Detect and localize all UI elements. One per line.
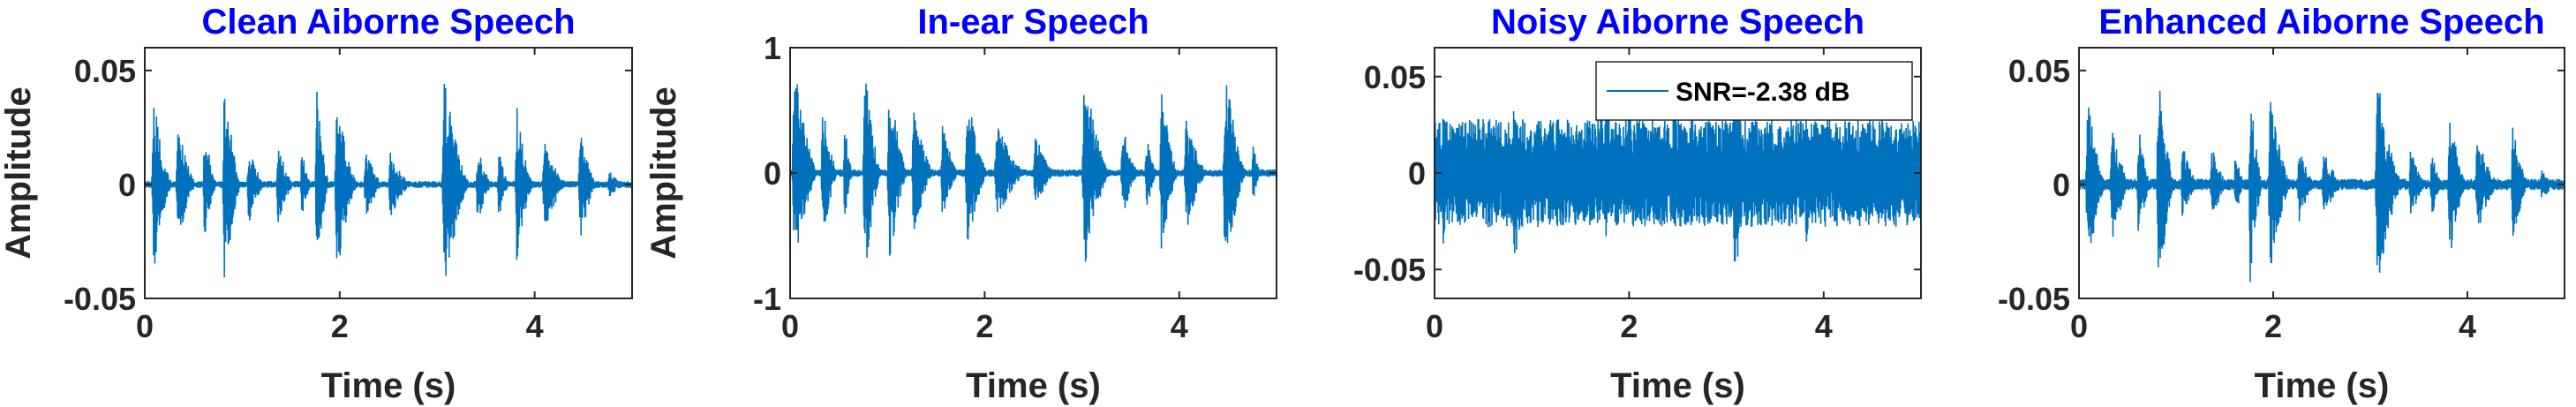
x-tick-label: 2 (975, 308, 993, 344)
axes-box (2078, 47, 2565, 299)
waveform-series (790, 83, 1277, 262)
y-tick-label: 0.05 (1364, 59, 1426, 95)
x-tick-label: 2 (1620, 308, 1638, 344)
x-tick-label: 2 (331, 308, 349, 344)
waveform-series (145, 83, 632, 278)
x-tick-label: 4 (526, 308, 544, 344)
y-tick-label: 0 (2053, 167, 2070, 203)
waveform-series (1435, 93, 1921, 262)
y-tick-label: 0 (118, 167, 136, 203)
subplot-title: Clean Aiborne Speech (201, 3, 575, 41)
x-tick-label: 0 (781, 308, 799, 344)
x-tick-label: 4 (2459, 308, 2476, 344)
y-tick-label: 0 (1408, 155, 1426, 192)
axes-box (144, 47, 633, 299)
y-tick-label: -0.05 (64, 281, 136, 317)
x-axis-label: Time (s) (966, 366, 1101, 405)
y-tick-label: -1 (753, 281, 781, 317)
x-tick-label: 0 (1426, 308, 1443, 344)
subplot-title: Enhanced Aiborne Speech (2098, 3, 2544, 41)
x-axis-label: Time (s) (2255, 366, 2390, 405)
legend: SNR=-2.38 dB (1595, 61, 1913, 121)
y-tick-label: -0.05 (1998, 281, 2070, 317)
y-tick-label: 0 (764, 155, 781, 192)
waveform-series (2079, 90, 2565, 283)
y-axis-label: Amplitude (644, 87, 683, 260)
y-tick-label: 0.05 (74, 53, 136, 89)
x-tick-label: 0 (2070, 308, 2088, 344)
subplot-title: In-ear Speech (917, 3, 1149, 41)
y-tick-label: 0.05 (2008, 53, 2070, 89)
y-tick-label: 1 (764, 30, 781, 66)
x-tick-label: 4 (1171, 308, 1188, 344)
x-axis-label: Time (s) (321, 366, 456, 405)
subplot-title: Noisy Aiborne Speech (1491, 3, 1864, 41)
x-tick-label: 0 (136, 308, 154, 344)
x-axis-label: Time (s) (1610, 366, 1745, 405)
y-axis-label: Amplitude (0, 87, 38, 260)
y-tick-label: -0.05 (1353, 252, 1426, 288)
x-tick-label: 2 (2264, 308, 2282, 344)
x-tick-label: 4 (1815, 308, 1833, 344)
legend-label: SNR=-2.38 dB (1676, 78, 1850, 107)
